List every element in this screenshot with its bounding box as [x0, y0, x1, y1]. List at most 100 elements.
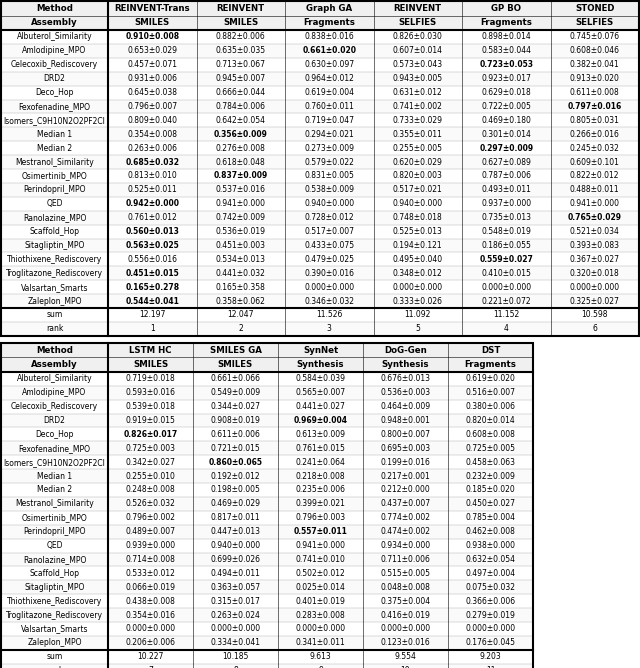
Bar — [1, 100, 639, 114]
Text: 0.611±0.006: 0.611±0.006 — [211, 430, 260, 439]
Text: 0.066±0.019: 0.066±0.019 — [125, 582, 175, 592]
Text: 11.152: 11.152 — [493, 311, 520, 319]
Text: 0.699±0.026: 0.699±0.026 — [211, 555, 260, 564]
Text: 0.515±0.005: 0.515±0.005 — [381, 569, 431, 578]
Text: 0.533±0.012: 0.533±0.012 — [125, 569, 175, 578]
Text: 0.245±0.032: 0.245±0.032 — [570, 144, 620, 153]
Text: 0.826±0.030: 0.826±0.030 — [393, 33, 443, 41]
Text: 0.544±0.041: 0.544±0.041 — [125, 297, 179, 305]
Text: 0.000±0.000: 0.000±0.000 — [211, 625, 260, 633]
Text: 3: 3 — [327, 325, 332, 333]
Text: 9.613: 9.613 — [310, 652, 332, 661]
Text: 0.165±0.278: 0.165±0.278 — [125, 283, 179, 292]
Text: 0.913±0.020: 0.913±0.020 — [570, 74, 620, 83]
Text: 0.838±0.016: 0.838±0.016 — [305, 33, 354, 41]
Bar — [1, 595, 533, 608]
Text: 0.941±0.000: 0.941±0.000 — [216, 199, 266, 208]
Text: 0.341±0.011: 0.341±0.011 — [296, 639, 346, 647]
Text: 0.860±0.065: 0.860±0.065 — [209, 458, 262, 467]
Text: SMILES: SMILES — [223, 18, 259, 27]
Text: 0.725±0.005: 0.725±0.005 — [465, 444, 515, 453]
Text: Albuterol_Similarity: Albuterol_Similarity — [17, 374, 92, 383]
Text: 0.457±0.071: 0.457±0.071 — [127, 60, 177, 69]
Text: 0.938±0.000: 0.938±0.000 — [465, 541, 515, 550]
Text: 0.521±0.034: 0.521±0.034 — [570, 227, 620, 236]
Text: Amlodipine_MPO: Amlodipine_MPO — [22, 46, 86, 55]
Text: 0.721±0.015: 0.721±0.015 — [211, 444, 260, 453]
Bar — [1, 280, 639, 294]
Text: 0.538±0.009: 0.538±0.009 — [304, 185, 355, 194]
Text: 0.218±0.008: 0.218±0.008 — [296, 472, 346, 480]
Text: 0.266±0.016: 0.266±0.016 — [570, 130, 620, 139]
Bar — [1, 372, 533, 385]
Text: Osimertinib_MPO: Osimertinib_MPO — [22, 172, 88, 180]
Text: 0.563±0.025: 0.563±0.025 — [125, 241, 179, 250]
Text: 0.941±0.000: 0.941±0.000 — [570, 199, 620, 208]
Text: Celecoxib_Rediscovery: Celecoxib_Rediscovery — [11, 60, 98, 69]
Text: Fexofenadine_MPO: Fexofenadine_MPO — [19, 444, 90, 453]
Text: 0.516±0.007: 0.516±0.007 — [465, 388, 515, 397]
Text: 0.635±0.035: 0.635±0.035 — [216, 46, 266, 55]
Text: 0.549±0.009: 0.549±0.009 — [211, 388, 260, 397]
Text: 0.255±0.010: 0.255±0.010 — [125, 472, 175, 480]
Text: 10: 10 — [401, 666, 410, 668]
Text: SELFIES: SELFIES — [399, 18, 437, 27]
Bar — [1, 169, 639, 183]
Text: 9.554: 9.554 — [395, 652, 417, 661]
Bar — [1, 664, 533, 668]
Text: 0.813±0.010: 0.813±0.010 — [127, 172, 177, 180]
Text: 0.695±0.003: 0.695±0.003 — [380, 444, 431, 453]
Text: 0.548±0.019: 0.548±0.019 — [481, 227, 531, 236]
Text: 5: 5 — [415, 325, 420, 333]
Text: 0.354±0.008: 0.354±0.008 — [127, 130, 177, 139]
Text: Median 1: Median 1 — [37, 130, 72, 139]
Text: Mestranol_Similarity: Mestranol_Similarity — [15, 158, 94, 166]
Text: 0.733±0.029: 0.733±0.029 — [393, 116, 443, 125]
Text: 0.820±0.014: 0.820±0.014 — [466, 416, 515, 425]
Text: 0.741±0.010: 0.741±0.010 — [296, 555, 346, 564]
Text: SMILES GA: SMILES GA — [209, 345, 261, 355]
Bar — [1, 636, 533, 650]
Text: 0.192±0.012: 0.192±0.012 — [211, 472, 260, 480]
Text: 0.176±0.045: 0.176±0.045 — [465, 639, 515, 647]
Bar — [1, 308, 639, 322]
Text: 11.526: 11.526 — [316, 311, 342, 319]
Text: 0.579±0.022: 0.579±0.022 — [304, 158, 354, 166]
Text: 0.948±0.001: 0.948±0.001 — [381, 416, 431, 425]
Text: 0.355±0.011: 0.355±0.011 — [393, 130, 443, 139]
Text: 0.942±0.000: 0.942±0.000 — [125, 199, 179, 208]
Text: 0.348±0.012: 0.348±0.012 — [393, 269, 443, 278]
Text: Fragments: Fragments — [480, 18, 532, 27]
Text: 0.910±0.008: 0.910±0.008 — [125, 33, 179, 41]
Text: 0.358±0.062: 0.358±0.062 — [216, 297, 266, 305]
Text: 0.235±0.006: 0.235±0.006 — [296, 486, 346, 494]
Bar — [1, 469, 533, 483]
Text: 0.342±0.027: 0.342±0.027 — [125, 458, 175, 467]
Text: 0.969±0.004: 0.969±0.004 — [294, 416, 348, 425]
Text: 0.451±0.015: 0.451±0.015 — [125, 269, 179, 278]
Text: 0.199±0.016: 0.199±0.016 — [381, 458, 431, 467]
Bar — [1, 399, 533, 413]
Bar — [1, 622, 533, 636]
Bar — [1, 71, 639, 86]
Text: 11: 11 — [486, 666, 495, 668]
Text: 0.401±0.019: 0.401±0.019 — [296, 597, 346, 606]
Text: 0.735±0.013: 0.735±0.013 — [481, 213, 531, 222]
Text: 12.197: 12.197 — [139, 311, 165, 319]
Text: 0.940±0.000: 0.940±0.000 — [304, 199, 355, 208]
Text: 0.557±0.011: 0.557±0.011 — [294, 527, 348, 536]
Text: 0.613±0.009: 0.613±0.009 — [296, 430, 346, 439]
Bar — [1, 385, 533, 399]
Text: 0.517±0.021: 0.517±0.021 — [393, 185, 443, 194]
Text: 0.785±0.004: 0.785±0.004 — [465, 513, 515, 522]
Text: 0.462±0.008: 0.462±0.008 — [465, 527, 515, 536]
Text: 0.714±0.008: 0.714±0.008 — [125, 555, 175, 564]
Text: 0.653±0.029: 0.653±0.029 — [127, 46, 177, 55]
Text: 0.248±0.008: 0.248±0.008 — [125, 486, 175, 494]
Text: Assembly: Assembly — [31, 360, 78, 369]
Bar — [1, 238, 639, 253]
Text: QED: QED — [46, 199, 63, 208]
Text: 0.627±0.089: 0.627±0.089 — [481, 158, 531, 166]
Text: Troglitazone_Rediscovery: Troglitazone_Rediscovery — [6, 611, 103, 619]
Text: 0.000±0.000: 0.000±0.000 — [380, 625, 431, 633]
